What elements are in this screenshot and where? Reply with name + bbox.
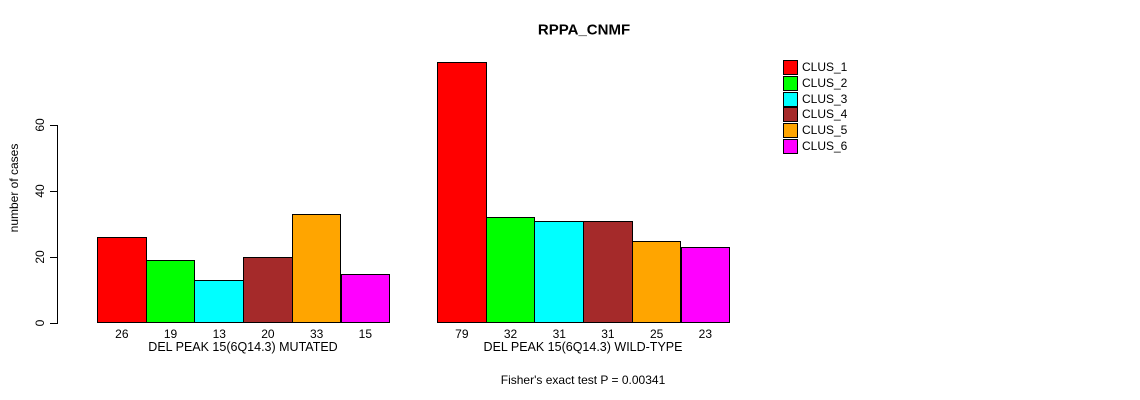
bar-clus_3: [194, 280, 245, 323]
bar-value-label: 19: [163, 327, 178, 341]
y-axis-line: [57, 125, 58, 324]
y-tick: [50, 125, 57, 126]
legend-label: CLUS_2: [802, 76, 848, 91]
legend-swatch: [783, 123, 798, 139]
bar-value-label: 20: [261, 327, 275, 341]
chart-title: RPPA_CNMF: [537, 21, 631, 39]
bar-value-label: 26: [115, 327, 129, 341]
bar-value-label: 23: [698, 327, 713, 341]
bar-value-label: 31: [601, 327, 615, 341]
bar-value-label: 32: [503, 327, 518, 341]
legend-label: CLUS_5: [802, 123, 848, 138]
y-tick: [50, 323, 57, 324]
y-tick-label: 40: [33, 184, 47, 198]
bar-clus_1: [97, 237, 147, 323]
y-tick-label: 20: [33, 250, 47, 264]
y-tick-label: 0: [33, 319, 47, 327]
bar-clus_3: [534, 220, 585, 323]
legend-item: CLUS_2: [783, 76, 847, 92]
legend-item: CLUS_5: [783, 123, 847, 139]
legend-item: CLUS_3: [783, 91, 847, 107]
bar-clus_6: [680, 247, 731, 323]
bar-value-label: 79: [455, 327, 469, 341]
legend-label: CLUS_6: [802, 138, 848, 153]
bar-value-label: 31: [552, 327, 566, 341]
y-tick: [50, 191, 57, 192]
bar-clus_2: [145, 260, 196, 323]
legend: CLUS_1 CLUS_2 CLUS_3 CLUS_4 CLUS_5 CLUS_6: [783, 60, 847, 154]
legend-swatch: [783, 91, 798, 107]
bar-clus_4: [583, 220, 633, 323]
legend-label: CLUS_4: [802, 107, 848, 122]
legend-label: CLUS_3: [802, 91, 848, 106]
bar-clus_6: [340, 273, 391, 323]
group-label-wild-type: DEL PEAK 15(6Q14.3) WILD-TYPE: [483, 340, 683, 354]
legend-item: CLUS_1: [783, 60, 847, 76]
legend-swatch: [783, 76, 798, 92]
y-tick-label: 60: [33, 118, 47, 132]
fisher-test-note: Fisher's exact test P = 0.00341: [500, 373, 666, 387]
legend-label: CLUS_1: [802, 60, 848, 75]
bar-clus_5: [631, 240, 682, 323]
bar-clus_1: [437, 62, 487, 323]
group-label-mutated: DEL PEAK 15(6Q14.3) MUTATED: [148, 340, 338, 354]
y-tick: [50, 257, 57, 258]
legend-swatch: [783, 138, 798, 154]
y-axis-label: number of cases: [7, 143, 21, 233]
legend-swatch: [783, 60, 798, 76]
bar-clus_5: [291, 214, 342, 323]
bar-value-label: 13: [212, 327, 226, 341]
bar-value-label: 15: [358, 327, 373, 341]
bar-value-label: 25: [649, 327, 664, 341]
bar-clus_2: [485, 217, 536, 323]
legend-swatch: [783, 107, 798, 123]
bar-value-label: 33: [309, 327, 324, 341]
bar-clus_4: [243, 257, 293, 323]
legend-item: CLUS_4: [783, 107, 847, 123]
legend-item: CLUS_6: [783, 138, 847, 154]
